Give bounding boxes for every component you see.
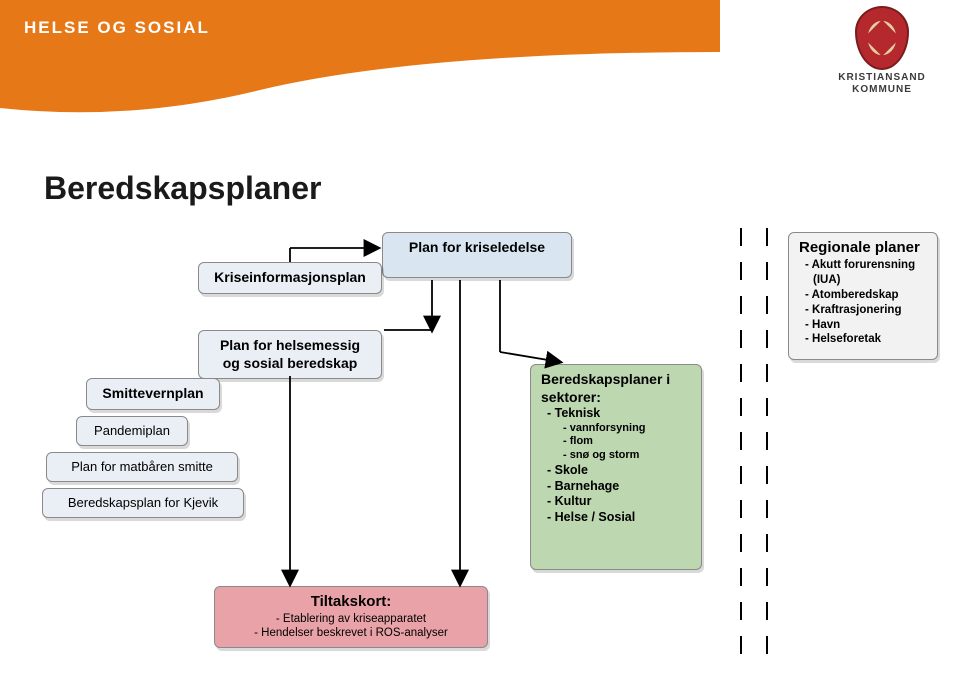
dashed-separator-2 [766, 228, 768, 658]
municipality-line2: KOMMUNE [822, 84, 942, 96]
municipality-line1: KRISTIANSAND [822, 72, 942, 84]
dashed-separator-1 [740, 228, 742, 658]
department-label: HELSE OG SOSIAL [24, 18, 210, 38]
municipality-logo: KRISTIANSAND KOMMUNE [822, 6, 942, 95]
crest-icon [855, 6, 909, 70]
slide-canvas: HELSE OG SOSIAL KRISTIANSAND KOMMUNE Ber… [0, 0, 960, 697]
